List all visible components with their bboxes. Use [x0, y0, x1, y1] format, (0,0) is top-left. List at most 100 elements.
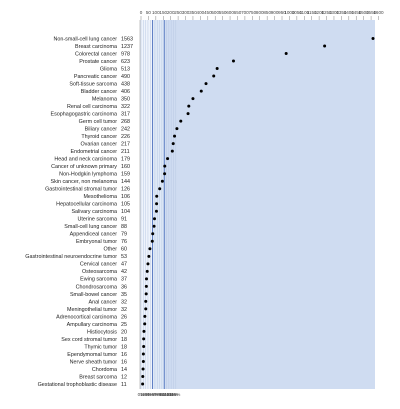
top-tick-label: 1500 — [359, 10, 370, 15]
category-label: Uterine sarcoma — [77, 217, 117, 223]
data-point — [141, 352, 145, 356]
top-tick-label: 950 — [278, 10, 286, 15]
top-tick-label: 100 — [152, 10, 160, 15]
data-point — [204, 82, 208, 86]
data-point — [146, 262, 150, 266]
band-5-10pct — [152, 20, 165, 389]
category-label: Head and neck carcinoma — [54, 157, 117, 163]
data-point — [141, 367, 145, 371]
top-tick-label: 1200 — [314, 10, 325, 15]
top-tick-label: 550 — [219, 10, 227, 15]
category-label: Colorectal cancer — [75, 51, 117, 57]
count-label: 623 — [121, 59, 130, 65]
plot-background-bands — [140, 20, 375, 389]
top-tick-label: 400 — [197, 10, 205, 15]
top-tick-label: 600 — [226, 10, 234, 15]
bottom-tick-label: 6% — [152, 392, 159, 397]
top-tick-label: 200 — [167, 10, 175, 15]
data-point — [142, 344, 146, 348]
count-label: 37 — [121, 277, 127, 283]
category-label: Pancreatic cancer — [74, 74, 117, 80]
band-0-5pct — [140, 20, 153, 389]
top-tick-label: 650 — [234, 10, 242, 15]
category-label: Soft-tissue sarcoma — [69, 81, 117, 87]
data-point — [163, 172, 167, 176]
count-label: 88 — [121, 224, 127, 230]
top-tick-label: 300 — [182, 10, 190, 15]
category-label: Thyroid cancer — [81, 134, 117, 140]
category-label: Sex cord stromal tumor — [61, 337, 117, 343]
bottom-tick-label: 2% — [142, 392, 149, 397]
top-tick-label: 700 — [241, 10, 249, 15]
category-label: Germ cell tumor — [79, 119, 118, 125]
top-tick-label: 1150 — [307, 10, 317, 15]
count-label: 438 — [121, 81, 130, 87]
top-tick-label: 1450 — [351, 10, 362, 15]
count-label: 242 — [121, 127, 130, 133]
category-labels: Non-small-cell lung cancer Breast carcino… — [25, 36, 118, 387]
count-label: 36 — [121, 284, 127, 290]
count-label: 211 — [121, 149, 130, 155]
category-label: Other — [104, 247, 118, 253]
count-label: 406 — [121, 89, 130, 95]
category-label: Bladder cancer — [81, 89, 117, 95]
count-label: 268 — [121, 119, 130, 125]
count-label: 160 — [121, 164, 130, 170]
category-label: Mesothelioma — [83, 194, 117, 200]
top-tick-label: 800 — [256, 10, 264, 15]
top-tick-label: 0 — [140, 10, 143, 15]
count-label: 35 — [121, 292, 127, 298]
data-point — [231, 59, 235, 63]
data-point — [175, 127, 179, 131]
category-label: Renal cell carcinoma — [67, 104, 117, 110]
category-label: Breast carcinoma — [75, 44, 117, 50]
count-label: 16 — [121, 352, 127, 358]
data-point — [147, 254, 151, 258]
bottom-tick-label: 10% — [160, 392, 169, 397]
category-label: Histiocytosis — [87, 329, 117, 335]
bottom-tick-label: 11% — [162, 392, 171, 397]
count-label: 104 — [121, 209, 130, 215]
count-label: 91 — [121, 217, 127, 223]
top-tick-label: 1550 — [366, 10, 377, 15]
category-label: Anal cancer — [89, 299, 118, 305]
top-tick-label: 1400 — [344, 10, 355, 15]
data-point — [160, 179, 164, 183]
count-label: 126 — [121, 187, 130, 193]
bottom-tick-label: 0% — [138, 392, 145, 397]
top-tick-label: 1250 — [321, 10, 332, 15]
category-label: Small-bowel cancer — [70, 292, 117, 298]
bottom-tick-label: 7% — [154, 392, 161, 397]
count-label: 144 — [121, 179, 130, 185]
bottom-axis-ticks: 0%1%2%3%4%5%6%7%8%9%10%11%12%13%14%15% — [138, 392, 181, 397]
top-tick-label: 150 — [159, 10, 167, 15]
data-point — [144, 299, 148, 303]
count-label: 20 — [121, 329, 127, 335]
vertical-gridlines — [139, 20, 177, 389]
category-label: Cancer of unknown primary — [51, 164, 117, 170]
data-point — [284, 52, 288, 56]
top-tick-label: 1050 — [292, 10, 303, 15]
category-label: Adrenocortical carcinoma — [56, 314, 117, 320]
count-label: 79 — [121, 232, 127, 238]
count-label: 978 — [121, 51, 130, 57]
top-tick-label: 1300 — [329, 10, 340, 15]
category-label: Hepatocellular carcinoma — [56, 202, 117, 208]
count-label: 11 — [121, 382, 127, 388]
count-label: 12 — [121, 374, 127, 380]
data-point — [191, 97, 195, 101]
data-point — [144, 307, 148, 311]
category-label: Glioma — [100, 66, 117, 72]
category-label: Non-Hodgkin lymphoma — [59, 172, 117, 178]
bottom-tick-label: 12% — [164, 392, 173, 397]
data-point — [142, 337, 146, 341]
top-tick-label: 900 — [271, 10, 279, 15]
data-point — [144, 292, 148, 296]
data-point — [155, 194, 159, 198]
category-label: Meningothelial tumor — [67, 307, 117, 313]
count-label: 16 — [121, 359, 127, 365]
data-point — [163, 164, 167, 168]
top-axis-ticks: 0 50 100 150 200 250 300 350 400 450 500 550 600 650 7… — [140, 10, 384, 20]
top-tick-label: 250 — [174, 10, 182, 15]
